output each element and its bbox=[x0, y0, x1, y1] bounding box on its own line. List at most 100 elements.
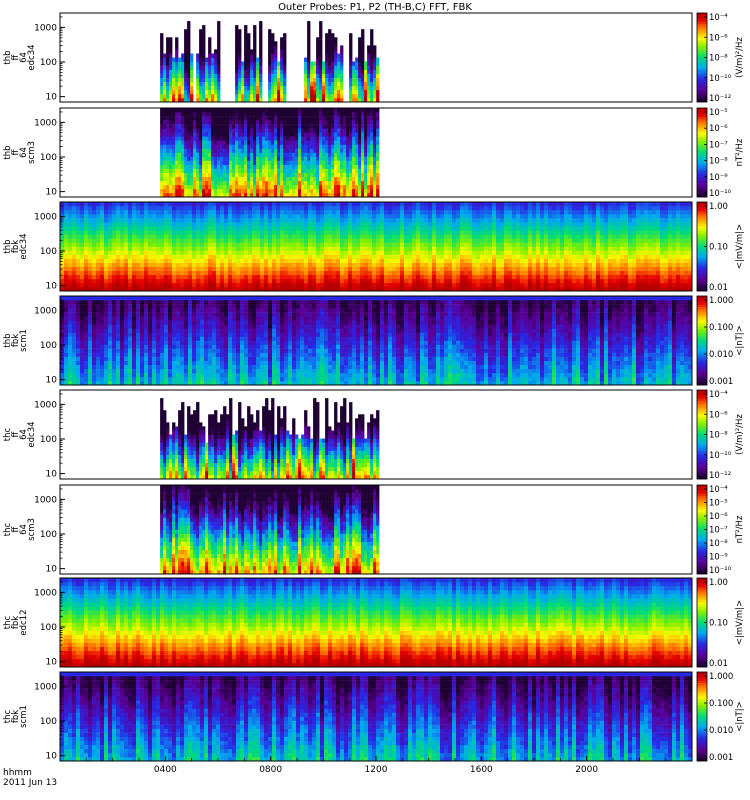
ytick-label: 10 bbox=[46, 470, 58, 480]
colorbar-tick-label: 10⁻⁸ bbox=[709, 539, 728, 549]
colorbar-tick-label: 0.01 bbox=[709, 659, 728, 669]
colorbar-tick-label: 1.00 bbox=[709, 202, 728, 212]
ytick-label: 1000 bbox=[34, 400, 57, 410]
colorbar-tick-label: 10⁻⁸ bbox=[709, 431, 728, 441]
ytick-label: 1000 bbox=[34, 118, 57, 128]
ylabel-line: edc12 bbox=[19, 609, 29, 635]
colorbar-tick-label: 10⁻¹² bbox=[709, 471, 731, 481]
ytick-label: 10 bbox=[46, 93, 58, 103]
ytick-label: 10 bbox=[46, 188, 58, 198]
panel-thb-ff64-edc34: 100010010thbff64edc3410⁻⁴10⁻⁶10⁻⁸10⁻¹⁰10… bbox=[3, 13, 745, 104]
colorbar-tick-label: 0.100 bbox=[709, 323, 733, 333]
panels: 100010010thbff64edc3410⁻⁴10⁻⁶10⁻⁸10⁻¹⁰10… bbox=[3, 13, 745, 763]
colorbar-tick-label: 0.010 bbox=[709, 350, 733, 360]
colorbar-unit: <|nT|> bbox=[735, 325, 745, 356]
colorbar-tick-label: 10⁻⁶ bbox=[709, 33, 728, 43]
colorbar-tick-label: 0.010 bbox=[709, 726, 733, 736]
colorbar-tick-label: 0.100 bbox=[709, 699, 733, 709]
heatmap-thb-ff64-edc34 bbox=[160, 21, 379, 102]
xtick-label: 1200 bbox=[365, 765, 388, 775]
colorbar-tick-label: 10⁻⁵ bbox=[709, 499, 728, 509]
colorbar-unit: <|nT|> bbox=[735, 701, 745, 732]
colorbar-tick-label: 0.001 bbox=[709, 753, 733, 763]
ytick-label: 10 bbox=[46, 752, 58, 762]
colorbar-tick-label: 10⁻⁶ bbox=[709, 124, 728, 134]
ytick-label: 100 bbox=[40, 623, 57, 633]
colorbar-unit: (V/m)²/Hz bbox=[735, 414, 745, 455]
colorbar-tick-label: 10⁻⁹ bbox=[709, 553, 728, 563]
ytick-label: 10 bbox=[46, 658, 58, 668]
colorbar-unit: <|mV/m|> bbox=[735, 600, 745, 645]
xtick-label: 0400 bbox=[154, 765, 177, 775]
spectrogram-figure: Outer Probes: P1, P2 (TH-B,C) FFT, FBK 1… bbox=[0, 0, 750, 800]
heatmap-thc-fbk-scm1 bbox=[60, 672, 692, 761]
colorbar-tick-label: 10⁻⁵ bbox=[709, 108, 728, 118]
colorbar-tick-label: 10⁻⁸ bbox=[709, 157, 728, 167]
heatmap-thc-ff64-edc34 bbox=[160, 398, 379, 479]
colorbar-tick-label: 10⁻⁷ bbox=[709, 140, 728, 150]
colorbar-unit: nT²/Hz bbox=[735, 138, 745, 166]
heatmap-thc-fbk-edc12 bbox=[60, 578, 692, 667]
ytick-label: 10 bbox=[46, 282, 58, 292]
colorbar-tick-label: 10⁻¹⁰ bbox=[709, 189, 732, 199]
heatmap-thb-ff64-scm3 bbox=[160, 108, 379, 197]
colorbar-unit: (V/m)²/Hz bbox=[735, 37, 745, 78]
xtick-label: 2000 bbox=[575, 765, 598, 775]
ylabel-line: edc34 bbox=[27, 44, 37, 70]
colorbar-tick-label: 1.00 bbox=[709, 578, 728, 588]
colorbar-tick-label: 10⁻¹² bbox=[709, 94, 731, 104]
colorbar-thc-ff64-edc34: 10⁻⁴ 10⁻⁶ 10⁻⁸ 10⁻¹⁰ 10⁻¹² (V/m)²/Hz bbox=[697, 390, 745, 481]
colorbar-tick-label: 10⁻⁴ bbox=[709, 390, 728, 400]
colorbar-tick-label: 10⁻¹⁰ bbox=[709, 451, 732, 461]
ytick-label: 1000 bbox=[34, 306, 57, 316]
colorbar-tick-label: 10⁻¹⁰ bbox=[709, 74, 732, 84]
x-axis-label-hhmm: hhmm bbox=[3, 768, 32, 778]
figure-title: Outer Probes: P1, P2 (TH-B,C) FFT, FBK bbox=[278, 2, 472, 13]
colorbar-unit: <|mV/m|> bbox=[735, 224, 745, 269]
ytick-label: 10 bbox=[46, 565, 58, 575]
ytick-label: 100 bbox=[40, 58, 57, 68]
ytick-label: 1000 bbox=[34, 495, 57, 505]
ytick-label: 1000 bbox=[34, 588, 57, 598]
colorbar-tick-label: 10⁻⁴ bbox=[709, 485, 728, 495]
ytick-label: 1000 bbox=[34, 682, 57, 692]
ytick-label: 10 bbox=[46, 376, 58, 386]
colorbar-tick-label: 0.10 bbox=[709, 619, 728, 629]
panel-thc-fbk-scm1: 100010010thcfbkscm11.0000.1000.0100.001<… bbox=[3, 672, 745, 763]
colorbar-thc-fbk-edc12: 1.00 0.10 0.01 <|mV/m|> bbox=[697, 578, 745, 669]
ytick-label: 100 bbox=[40, 435, 57, 445]
xtick-label: 0800 bbox=[259, 765, 282, 775]
ylabel-line: edc34 bbox=[19, 233, 29, 259]
colorbar-tick-label: 10⁻⁴ bbox=[709, 13, 728, 23]
ytick-label: 1000 bbox=[34, 212, 57, 222]
xtick-label: 1600 bbox=[470, 765, 493, 775]
colorbar-thc-fbk-scm1: 1.000 0.100 0.010 0.001 <|nT|> bbox=[697, 672, 745, 763]
colorbar-tick-label: 10⁻⁷ bbox=[709, 526, 728, 536]
panel-thb-fbk-scm1: 100010010thbfbkscm11.0000.1000.0100.001<… bbox=[3, 296, 745, 387]
colorbar-tick-label: 10⁻⁶ bbox=[709, 410, 728, 420]
colorbar-thb-fbk-edc34: 1.000.100.01<|mV/m|> bbox=[697, 202, 745, 293]
panel-thc-ff64-scm3: 100010010thcff64scm310⁻⁴10⁻⁵10⁻⁶10⁻⁷10⁻⁸… bbox=[3, 485, 745, 576]
colorbar-tick-label: 0.10 bbox=[709, 243, 728, 253]
ylabel-line: scm1 bbox=[19, 705, 29, 728]
panel-thc-ff64-edc34: 100010010thcff64edc3410⁻⁴10⁻⁶10⁻⁸10⁻¹⁰10… bbox=[3, 390, 745, 481]
heatmap-thc-ff64-scm3 bbox=[160, 485, 379, 574]
colorbar-tick-label: 10⁻¹⁰ bbox=[709, 566, 732, 576]
x-axis-label-date: 2011 Jun 13 bbox=[3, 778, 57, 788]
ylabel-line: scm3 bbox=[27, 141, 37, 164]
panel-thb-ff64-scm3: 100010010thbff64scm310⁻⁵10⁻⁶10⁻⁷10⁻⁸10⁻⁹… bbox=[3, 108, 745, 199]
colorbar-tick-label: 1.000 bbox=[709, 672, 733, 682]
ytick-label: 100 bbox=[40, 247, 57, 257]
